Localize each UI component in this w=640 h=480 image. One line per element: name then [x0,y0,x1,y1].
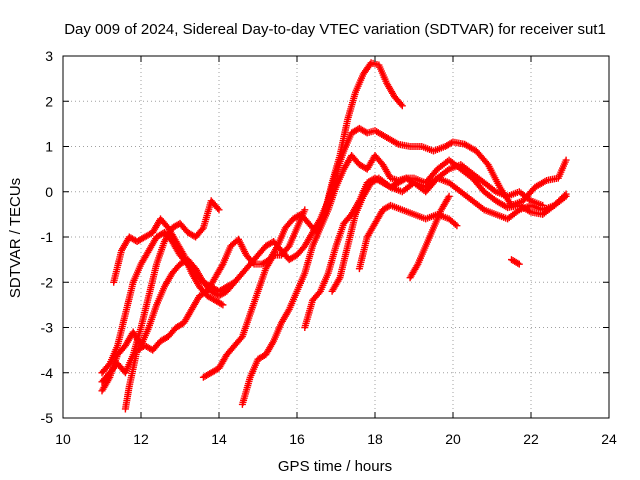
data-series-12 [508,256,523,268]
data-series-6 [199,206,309,381]
data-point-marker [514,259,522,267]
data-point-marker [453,222,461,230]
y-tick-label: -2 [41,274,54,290]
data-point-marker [249,259,257,267]
x-tick-label: 10 [55,431,71,447]
data-point-marker [515,260,523,268]
data-series [98,59,570,413]
y-tick-label: -1 [41,229,54,245]
y-tick-label: 1 [45,139,53,155]
data-point-marker [214,204,222,212]
axis-ticks [62,55,610,419]
data-point-marker [398,102,406,110]
y-tick-label: 0 [45,184,53,200]
x-tick-label: 12 [133,431,149,447]
data-point-marker [198,225,206,233]
data-point-marker [401,175,409,183]
data-point-marker [229,280,237,288]
data-point-marker [539,201,547,209]
data-point-marker [231,278,239,286]
x-tick-label: 14 [211,431,227,447]
data-point-marker [397,100,405,108]
data-series-3 [98,197,223,386]
data-point-marker [237,334,245,342]
data-point-marker [301,206,309,214]
x-tick-label: 16 [289,431,305,447]
data-point-marker [219,301,227,309]
y-axis-tick-labels: -5 -4 -3 -2 -1 0 1 2 3 [41,48,54,426]
chart-title: Day 009 of 2024, Sidereal Day-to-day VTE… [64,21,606,38]
data-point-marker [562,156,570,164]
data-point-marker [562,190,570,198]
x-tick-label: 18 [367,431,383,447]
y-tick-label: 3 [45,48,53,64]
data-point-marker [217,300,225,308]
data-point-marker [315,289,323,297]
data-point-marker [215,206,223,214]
data-series-11 [406,192,453,282]
y-tick-label: -5 [41,410,54,426]
x-tick-label: 22 [523,431,539,447]
data-point-marker [445,192,453,200]
data-series-9 [328,161,547,295]
x-tick-label: 20 [445,431,461,447]
y-tick-label: -3 [41,320,54,336]
data-point-marker [451,220,459,228]
data-point-marker [284,244,292,252]
x-axis-label: GPS time / hours [278,458,392,475]
y-tick-label: 2 [45,93,53,109]
data-point-marker [561,191,569,199]
y-tick-label: -4 [41,365,54,381]
y-axis-label: SDTVAR / TECUs [7,178,24,298]
x-axis-tick-labels: 10 12 14 16 18 20 22 24 [55,431,617,447]
x-tick-label: 24 [601,431,617,447]
